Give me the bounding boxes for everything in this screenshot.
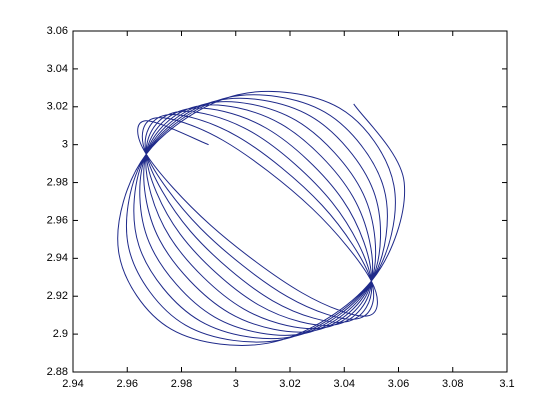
plot-area bbox=[72, 30, 508, 373]
y-tick-label: 2.92 bbox=[47, 290, 68, 302]
x-tick-label: 3.06 bbox=[388, 378, 409, 390]
y-tick-label: 2.96 bbox=[47, 214, 68, 226]
y-tick-label: 2.98 bbox=[47, 176, 68, 188]
x-tick-label: 3.02 bbox=[279, 378, 300, 390]
x-tick-label: 2.98 bbox=[171, 378, 192, 390]
x-tick-label: 3 bbox=[233, 378, 239, 390]
x-tick-label: 3.08 bbox=[442, 378, 463, 390]
y-tick-label: 3.06 bbox=[47, 25, 68, 37]
x-tick-label: 2.94 bbox=[62, 378, 83, 390]
y-tick-label: 2.9 bbox=[53, 328, 68, 340]
data-line bbox=[117, 90, 406, 346]
y-tick-label: 2.88 bbox=[47, 366, 68, 378]
x-tick-label: 2.96 bbox=[117, 378, 138, 390]
y-tick-label: 3.04 bbox=[47, 63, 68, 75]
x-tick-label: 3.04 bbox=[334, 378, 355, 390]
y-tick-label: 2.94 bbox=[47, 252, 68, 264]
y-tick-label: 3.02 bbox=[47, 101, 68, 113]
y-tick-label: 3 bbox=[62, 139, 68, 151]
x-tick-label: 3.1 bbox=[499, 378, 514, 390]
